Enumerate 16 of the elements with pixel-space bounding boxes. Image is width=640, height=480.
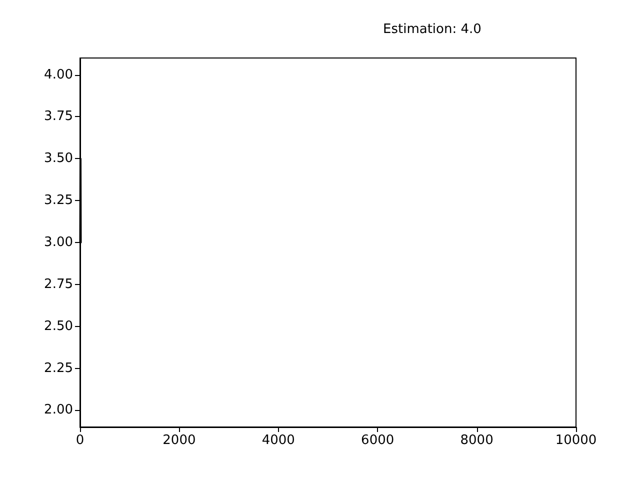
y-tick-label: 2.75	[44, 276, 73, 292]
y-tick-label: 2.50	[44, 318, 73, 334]
y-tick-label: 3.50	[44, 151, 73, 166]
y-tick-label: 3.75	[44, 109, 73, 124]
y-tick-label: 3.00	[44, 235, 73, 250]
x-tick-label: 6000	[361, 433, 394, 448]
chart-title: Estimation: 4.0	[383, 22, 482, 37]
x-tick-label: 2000	[162, 433, 196, 448]
y-tick-label: 4.00	[44, 67, 73, 82]
x-tick-label: 10000	[555, 433, 597, 448]
y-tick-label: 3.25	[44, 193, 73, 208]
y-tick-label: 2.25	[44, 360, 73, 376]
x-tick-label: 4000	[262, 433, 295, 448]
y-tick-label: 2.00	[44, 402, 73, 418]
x-tick-label: 8000	[460, 433, 494, 448]
x-tick-label: 0	[76, 433, 84, 448]
